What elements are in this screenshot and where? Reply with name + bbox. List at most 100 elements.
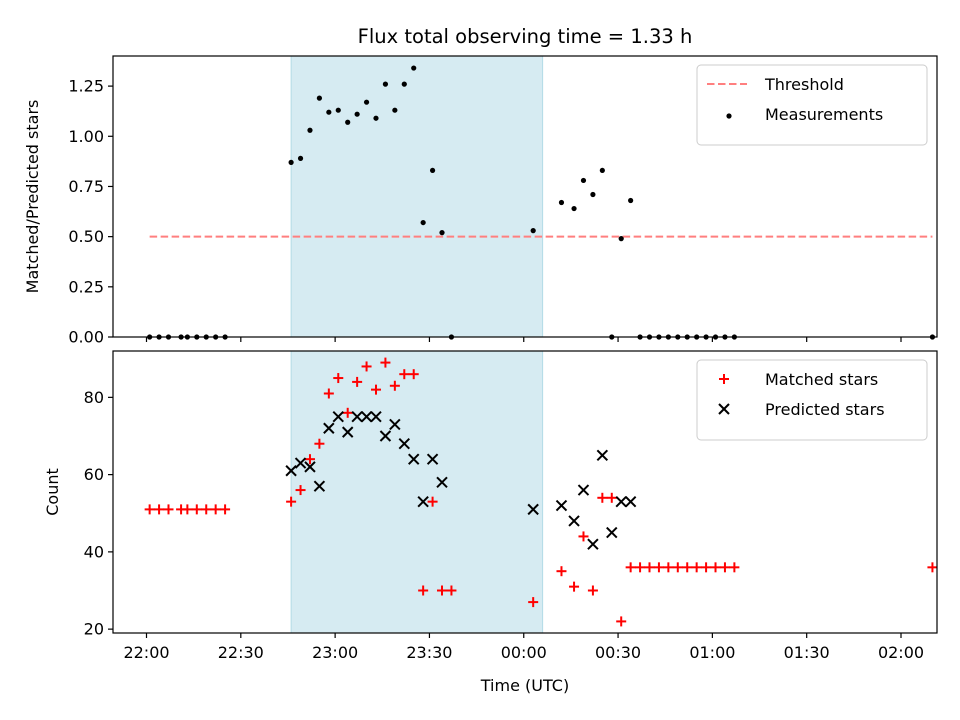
bottom-matched-point-46 [729,562,740,573]
xtick-label-2: 23:00 [312,643,358,662]
bottom-predicted-point-7 [351,410,363,423]
top-point-24 [429,167,436,174]
top-observing-span [290,55,544,338]
top-legend-label-0: Threshold [764,75,844,94]
bottom-predicted-point-5 [332,410,344,423]
bottom-ylabel: Count [43,468,62,516]
bottom-matched-point-41 [682,562,693,573]
bottom-matched-point-24 [427,496,438,507]
bottom-predicted-point-21 [587,538,599,550]
bottom-matched-point-11 [304,454,315,465]
bottom-matched-point-0 [144,504,155,515]
top-point-12 [316,95,323,101]
bottom-axes-frame [112,350,938,634]
bottom-matched-point-17 [361,361,372,372]
top-point-14 [335,107,341,113]
bottom-matched-point-26 [446,585,457,596]
bottom-matched-point-5 [191,504,202,515]
top-legend-box [696,64,928,146]
bottom-predicted-point-15 [426,453,439,465]
xtick-label-1: 22:30 [218,643,264,662]
bottom-matched-point-37 [644,562,655,573]
bottom-matched-point-29 [569,581,580,592]
xtick-label-5: 00:30 [595,643,641,662]
bottom-predicted-point-3 [313,480,326,492]
top-ytick-label-4: 1.00 [68,127,104,146]
bottom-matched-point-23 [418,585,429,596]
bottom-predicted-point-20 [577,484,590,496]
top-ytick-label-0: 0.00 [68,328,104,347]
bottom-predicted-point-1 [294,457,307,469]
bottom-predicted-point-14 [417,495,429,508]
top-point-23 [420,219,426,226]
xtick-label-8: 02:00 [878,643,924,662]
bottom-matched-point-4 [182,504,193,515]
bottom-legend-label-1: Predicted stars [765,400,885,419]
bottom-matched-point-13 [323,388,334,399]
bottom-panel: 20 40 60 80 22:00 22:30 23:00 23:30 00:00 00:30 01… [43,350,938,695]
top-point-10 [297,155,304,161]
bottom-matched-point-2 [163,504,174,515]
bottom-matched-point-32 [597,492,608,503]
bottom-matched-point-35 [625,562,636,573]
top-point-17 [363,99,370,105]
bottom-matched-point-25 [437,585,448,596]
top-point-29 [571,205,577,212]
top-point-15 [345,119,351,125]
bottom-legend-label-0: Matched stars [765,370,878,389]
top-point-25 [439,230,445,236]
bottom-predicted-point-2 [304,461,316,473]
xtick-label-0: 22:00 [123,643,169,662]
top-point-19 [382,81,389,87]
bottom-matched-point-33 [606,492,617,503]
xtick-label-6: 01:00 [689,643,735,662]
bottom-predicted-point-6 [341,426,354,438]
top-point-11 [307,127,313,133]
bottom-predicted-point-0 [285,465,297,477]
bottom-matched-point-1 [154,504,165,515]
bottom-matched-point-28 [556,566,567,577]
xtick-label-3: 23:30 [406,643,452,662]
top-legend: Threshold Measurements [696,64,928,146]
top-ylabel: Matched/Predicted stars [23,100,42,294]
top-ytick-label-3: 0.75 [68,177,104,196]
bottom-legend-box [696,359,928,441]
bottom-legend-entry-1: Predicted stars [718,400,885,419]
top-panel: 0.00 0.25 0.50 0.75 1.00 1.25 Matched/Predicte… [23,25,938,347]
top-legend-entry-0: Threshold [707,75,844,94]
top-point-18 [373,115,379,121]
top-legend-label-1: Measurements [765,105,883,124]
top-point-27 [530,228,536,234]
bottom-ytick-label-1: 40 [84,542,104,561]
chart-title: Flux total observing time = 1.33 h [358,25,693,48]
bottom-matched-point-27 [528,597,539,608]
top-ytick-label-5: 1.25 [68,77,104,96]
bottom-predicted-point-23 [606,526,618,539]
top-point-22 [411,65,417,71]
top-point-28 [558,199,565,206]
bottom-predicted-point-18 [555,499,568,512]
bottom-series-0 [144,357,938,627]
bottom-predicted-point-17 [527,503,539,516]
bottom-ytick-label-2: 60 [84,465,104,484]
bottom-matched-point-19 [380,357,391,368]
bottom-predicted-point-9 [370,410,382,423]
top-ytick-label-1: 0.25 [68,277,104,296]
bottom-matched-point-21 [399,369,410,380]
bottom-predicted-point-12 [398,438,410,450]
bottom-matched-point-30 [578,531,589,542]
bottom-matched-point-44 [710,562,721,573]
top-axes-frame [112,55,938,338]
bottom-matched-point-10 [295,485,306,496]
bottom-matched-point-43 [701,562,712,573]
top-point-30 [580,177,587,184]
bottom-legend-entry-0: Matched stars [719,370,878,389]
top-point-13 [326,109,332,115]
top-point-32 [599,167,605,174]
bottom-predicted-point-19 [568,515,580,527]
bottom-matched-point-18 [370,384,381,395]
bottom-predicted-point-4 [323,422,335,434]
bottom-matched-point-38 [653,562,664,573]
bottom-matched-point-47 [927,562,938,573]
